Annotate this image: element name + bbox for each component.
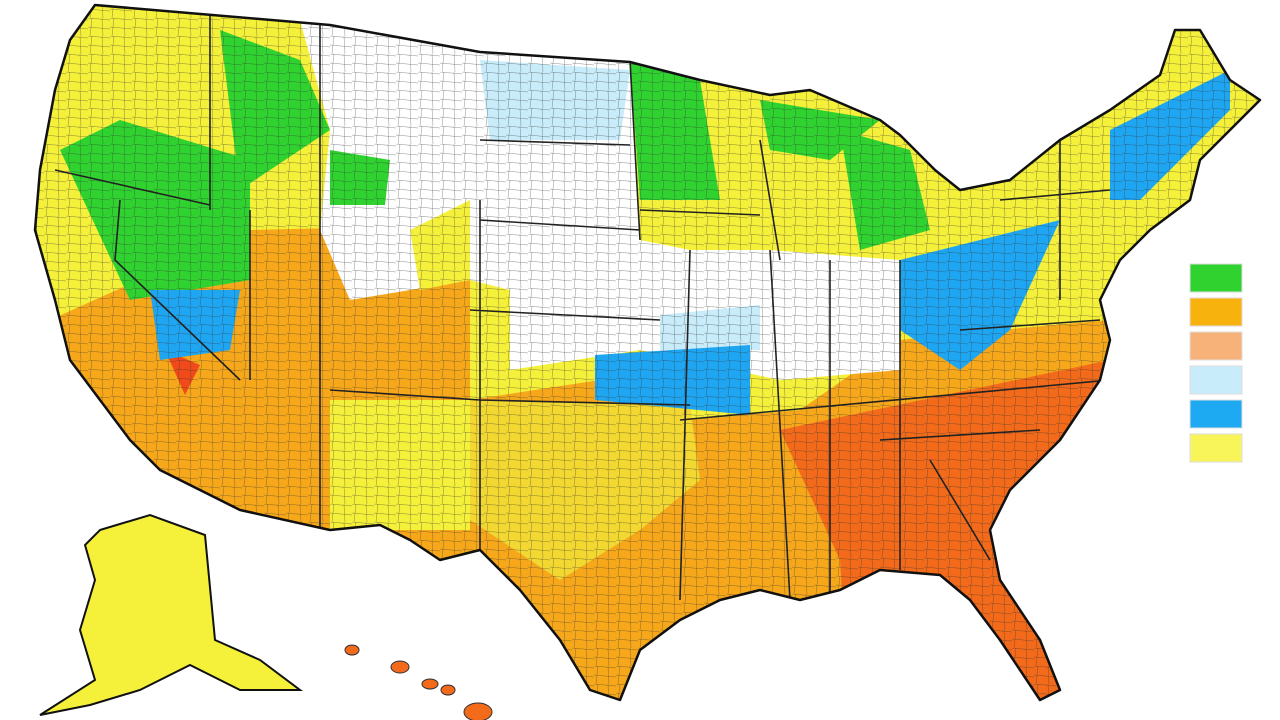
hawaii-island — [390, 660, 410, 674]
legend-swatch — [1189, 399, 1243, 429]
hawaii — [344, 644, 493, 720]
conus-border — [33, 3, 1262, 702]
hawaii-island — [440, 684, 456, 696]
hawaii-island — [421, 678, 439, 690]
legend — [1189, 263, 1243, 463]
state-lines — [54, 5, 1111, 601]
alaska — [39, 513, 303, 716]
legend-swatch — [1189, 331, 1243, 361]
legend-swatch — [1189, 297, 1243, 327]
legend-swatch — [1189, 263, 1243, 293]
legend-swatch — [1189, 433, 1243, 463]
legend-swatch — [1189, 365, 1243, 395]
hawaii-island — [344, 644, 360, 656]
hawaii-island — [463, 702, 493, 720]
